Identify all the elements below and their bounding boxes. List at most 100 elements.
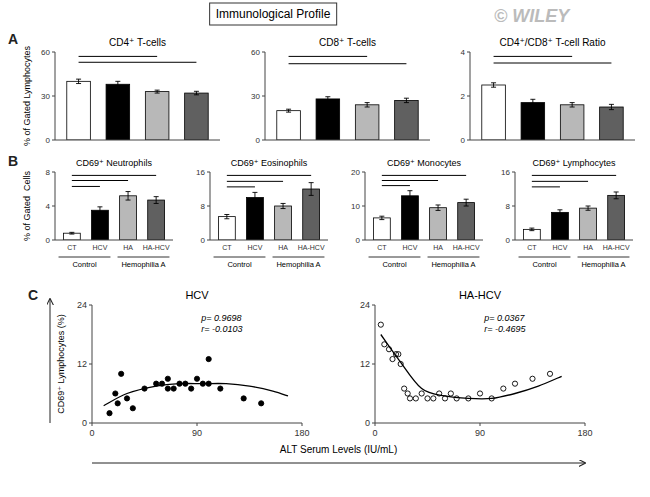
panel-title: CD4⁺/CD8⁺ T-cell Ratio (500, 37, 606, 48)
panel: 03060CD8⁺ T-cells (251, 37, 430, 145)
point (512, 381, 517, 386)
panel-letter: C (28, 287, 38, 303)
error-line (311, 183, 312, 196)
point (259, 401, 264, 406)
bar (458, 203, 475, 240)
y-tick-label: 10 (351, 202, 360, 211)
y-tick-label: 16 (196, 168, 205, 177)
group-label: Hemophilia A (581, 260, 625, 269)
y-tick-label: 0 (82, 418, 87, 428)
point (413, 396, 418, 401)
significance-line (494, 56, 573, 57)
y-tick-label: 16 (501, 168, 510, 177)
error-line (78, 79, 79, 83)
fit-curve (104, 383, 288, 405)
error-bar (252, 192, 257, 202)
bar (316, 99, 340, 140)
plot-area (218, 175, 319, 240)
error-cap (97, 213, 102, 214)
error-cap (609, 109, 614, 110)
error-cap (252, 202, 257, 203)
error-cap (365, 102, 370, 103)
point (402, 386, 407, 391)
error-cap (529, 230, 534, 231)
error-bar (491, 83, 496, 87)
y-tick-label: 60 (41, 48, 50, 57)
error-cap (586, 206, 591, 207)
error-cap (609, 104, 614, 105)
point (378, 322, 383, 327)
panel: 03060CD4⁺ T-cells% of Gated Lymphocytes (22, 37, 220, 146)
significance-line (382, 185, 410, 186)
x-tick (302, 423, 303, 426)
group-label: Hemophilia A (431, 260, 475, 269)
point (165, 376, 170, 381)
y-tick-label: 24 (77, 300, 87, 310)
panel-letter: B (8, 153, 18, 169)
x-tick-label: 180 (294, 428, 309, 438)
error-cap (404, 98, 409, 99)
error-bar (115, 81, 120, 87)
error-bar (286, 109, 291, 112)
x-axis (55, 240, 173, 241)
error-line (532, 99, 533, 106)
error-bar (557, 210, 562, 215)
error-cap (115, 87, 120, 88)
figure-title: Immunological Profile (216, 7, 331, 21)
group-underline (273, 257, 325, 258)
error-cap (97, 206, 102, 207)
significance-line (72, 175, 156, 176)
error-bar (436, 205, 441, 210)
stat-text: p= 0.9698r= -0.0103 (200, 313, 242, 334)
y-tick-label: 2 (461, 92, 466, 101)
group-underline (214, 257, 266, 258)
error-line (493, 83, 494, 87)
error-bar (530, 99, 535, 106)
x-tick-label: HA (433, 244, 443, 251)
y-tick-label: 8 (201, 202, 206, 211)
significance-line (227, 181, 283, 182)
y-tick-label: 0 (46, 236, 51, 245)
error-line (616, 192, 617, 199)
error-line (196, 91, 197, 95)
significance-line (79, 62, 197, 63)
error-cap (436, 204, 441, 205)
x-tick-label: 180 (577, 428, 592, 438)
error-cap (281, 208, 286, 209)
error-bar (224, 215, 229, 219)
y-axis (55, 52, 56, 140)
bar (373, 218, 390, 240)
x-tick-label: 90 (475, 428, 485, 438)
error-bar (614, 192, 619, 199)
point (206, 356, 211, 361)
point (407, 396, 412, 401)
panel: 01224HA-HCV090180p= 0.0367r= -0.4695 (360, 289, 593, 438)
bar (395, 100, 419, 140)
y-axis (515, 172, 516, 240)
error-cap (155, 93, 160, 94)
fit-curve (381, 335, 562, 399)
group-underline (59, 257, 111, 258)
error-cap (586, 210, 591, 211)
y-tick-label: 24 (360, 300, 370, 310)
x-tick (480, 423, 481, 426)
x-axis (515, 240, 633, 241)
error-bar (325, 97, 330, 101)
stat-line: r= -0.4695 (484, 324, 526, 334)
bar (218, 217, 235, 240)
x-tick-label: HCV (93, 244, 108, 251)
x-tick-label: CT (222, 244, 232, 251)
x-tick-label: CT (377, 244, 387, 251)
panel-title: CD69⁺ Monocytes (387, 158, 461, 168)
panel-title: CD8⁺ T-cells (319, 37, 376, 48)
bar (303, 189, 320, 240)
bar (148, 200, 165, 240)
y-tick-label: 8 (506, 202, 511, 211)
group-underline (578, 257, 630, 258)
y-tick-label: 0 (256, 136, 261, 145)
error-cap (126, 200, 131, 201)
group-label: Control (382, 260, 407, 269)
error-cap (286, 109, 291, 110)
error-line (254, 192, 255, 202)
error-cap (614, 198, 619, 199)
